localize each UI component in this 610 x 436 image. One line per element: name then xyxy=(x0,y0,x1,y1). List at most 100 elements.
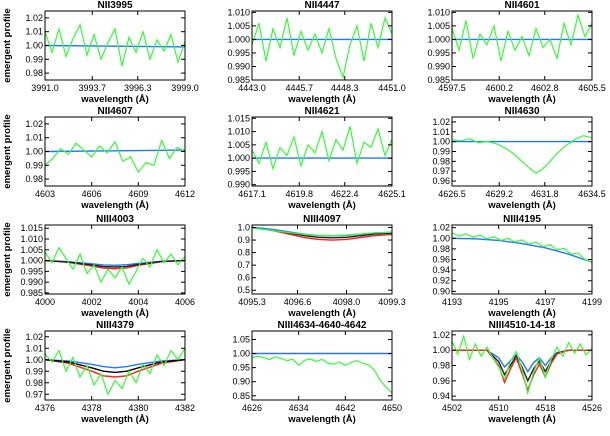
y-tick-label: 0.99 xyxy=(25,366,43,376)
y-tick-label: 0.95 xyxy=(232,363,250,373)
y-tick-label: 1.00 xyxy=(432,345,450,355)
y-axis-label: emergent profile xyxy=(2,8,13,82)
y-tick-label: 1.005 xyxy=(227,140,250,150)
y-tick-label: 1.015 xyxy=(20,223,43,233)
y-tick-label: 1.0 xyxy=(237,223,250,233)
panel-title: NII4601 xyxy=(504,0,539,11)
x-tick-label: 3991.0 xyxy=(31,83,59,93)
y-axis-label: emergent profile xyxy=(2,114,13,188)
x-tick-label: 4631.8 xyxy=(531,189,559,199)
x-tick-label: 4612 xyxy=(175,189,195,199)
x-axis-label: wavelength (Å) xyxy=(487,308,556,319)
x-tick-label: 4622.4 xyxy=(331,189,359,199)
model-profile-line-1 xyxy=(45,149,185,153)
x-axis-label: wavelength (Å) xyxy=(287,94,356,105)
x-tick-label: 4626.5 xyxy=(438,189,466,199)
x-axis-label: wavelength (Å) xyxy=(487,94,556,105)
y-tick-label: 1.005 xyxy=(227,21,250,31)
x-tick-label: 4000 xyxy=(35,297,55,307)
y-tick-label: 1.000 xyxy=(427,34,450,44)
observed-profile-line xyxy=(252,15,392,80)
y-tick-label: 0.92 xyxy=(432,276,450,286)
panel-title: NIII4379 xyxy=(96,320,134,331)
y-tick-label: 1.01 xyxy=(25,27,43,37)
panel-title: NII4621 xyxy=(304,106,339,117)
x-axis-label: wavelength (Å) xyxy=(80,414,149,425)
observed-profile-line xyxy=(452,232,592,263)
x-axis-label: wavelength (Å) xyxy=(487,200,556,211)
observed-profile-line xyxy=(252,126,392,171)
panel-title: NIII4003 xyxy=(96,214,134,225)
x-tick-label: 4634 xyxy=(289,403,309,413)
x-axis-label: wavelength (Å) xyxy=(287,200,356,211)
x-tick-label: 4004 xyxy=(128,297,148,307)
y-tick-label: 1.02 xyxy=(25,119,43,129)
x-tick-label: 4603 xyxy=(35,189,55,199)
plot-frame xyxy=(251,224,393,295)
panel-8: 4095.3 4096.6 4098.0 4099.3 0.5 0.6 0.7 0.8 0.9 1… xyxy=(237,214,405,319)
y-tick-label: 0.94 xyxy=(432,391,450,401)
model-profile-line-1 xyxy=(452,237,592,263)
x-tick-label: 4518 xyxy=(535,403,555,413)
y-tick-label: 0.7 xyxy=(237,260,250,270)
plot-frame xyxy=(451,116,593,187)
y-tick-label: 0.995 xyxy=(227,48,250,58)
y-tick-label: 0.99 xyxy=(432,147,450,157)
x-tick-label: 4597.5 xyxy=(438,83,466,93)
x-tick-label: 4617.1 xyxy=(238,189,266,199)
observed-profile-line xyxy=(252,227,392,237)
panel-1: 3991.0 3993.7 3996.3 3999.0 0.98 0.99 1.00 1.01… xyxy=(2,0,199,105)
y-tick-label: 1.00 xyxy=(432,233,450,243)
y-tick-label: 0.96 xyxy=(432,376,450,386)
observed-profile-line xyxy=(45,23,185,67)
y-tick-label: 0.990 xyxy=(427,61,450,71)
y-tick-label: 0.990 xyxy=(227,180,250,190)
y-tick-label: 0.96 xyxy=(432,176,450,186)
panel-10: 4376 4378 4380 4382 0.970.98 0.991.00 1.011.02… xyxy=(2,320,195,425)
x-tick-label: 3996.3 xyxy=(124,83,152,93)
y-tick-label: 1.000 xyxy=(227,153,250,163)
y-tick-label: 0.985 xyxy=(227,75,250,85)
x-tick-label: 4099.3 xyxy=(378,297,406,307)
y-tick-label: 0.985 xyxy=(20,288,43,298)
y-tick-label: 0.985 xyxy=(427,75,450,85)
observed-profile-line xyxy=(452,334,592,396)
x-tick-label: 4193 xyxy=(442,297,462,307)
y-tick-label: 0.995 xyxy=(20,266,43,276)
observed-profile-line xyxy=(452,135,592,174)
x-tick-label: 4197 xyxy=(535,297,555,307)
y-tick-label: 1.010 xyxy=(427,7,450,17)
y-tick-label: 0.98 xyxy=(25,378,43,388)
y-tick-label: 0.995 xyxy=(227,166,250,176)
plot-frame xyxy=(44,224,186,295)
x-axis-label: wavelength (Å) xyxy=(80,308,149,319)
observed-profile-line xyxy=(452,12,592,62)
panel-11: 4626 4634 4642 4650 0.85 0.90 0.95 1.00 1.05 NIII… xyxy=(232,320,402,425)
panel-title: NII4630 xyxy=(504,106,539,117)
panel-title: NII3995 xyxy=(97,0,132,11)
y-tick-label: 0.90 xyxy=(432,286,450,296)
x-tick-label: 4096.6 xyxy=(284,297,312,307)
panel-title: NII4607 xyxy=(97,106,132,117)
panel-title: NIII4195 xyxy=(503,214,541,225)
x-tick-label: 4502 xyxy=(442,403,462,413)
y-tick-label: 0.99 xyxy=(25,160,43,170)
y-tick-label: 1.005 xyxy=(20,245,43,255)
panel-3: 4597.5 4600.2 4602.8 4605.5 0.985 0.990 0.995 1… xyxy=(427,0,605,105)
plot-frame xyxy=(44,330,186,401)
x-axis-label: wavelength (Å) xyxy=(80,94,149,105)
y-tick-label: 1.01 xyxy=(25,343,43,353)
y-tick-label: 0.98 xyxy=(432,156,450,166)
y-tick-label: 1.010 xyxy=(227,7,250,17)
panel-2: 4443.0 4445.7 4448.3 4451.0 0.985 0.990 0.995 1… xyxy=(227,0,405,105)
x-tick-label: 4448.3 xyxy=(331,83,359,93)
x-tick-label: 4199 xyxy=(582,297,602,307)
panel-title: NIII4097 xyxy=(303,214,341,225)
x-tick-label: 4380 xyxy=(128,403,148,413)
x-tick-label: 4451.0 xyxy=(378,83,406,93)
x-tick-label: 4382 xyxy=(175,403,195,413)
y-tick-label: 1.000 xyxy=(227,34,250,44)
model-profile-line-1 xyxy=(452,349,592,373)
x-axis-label: wavelength (Å) xyxy=(287,414,356,425)
